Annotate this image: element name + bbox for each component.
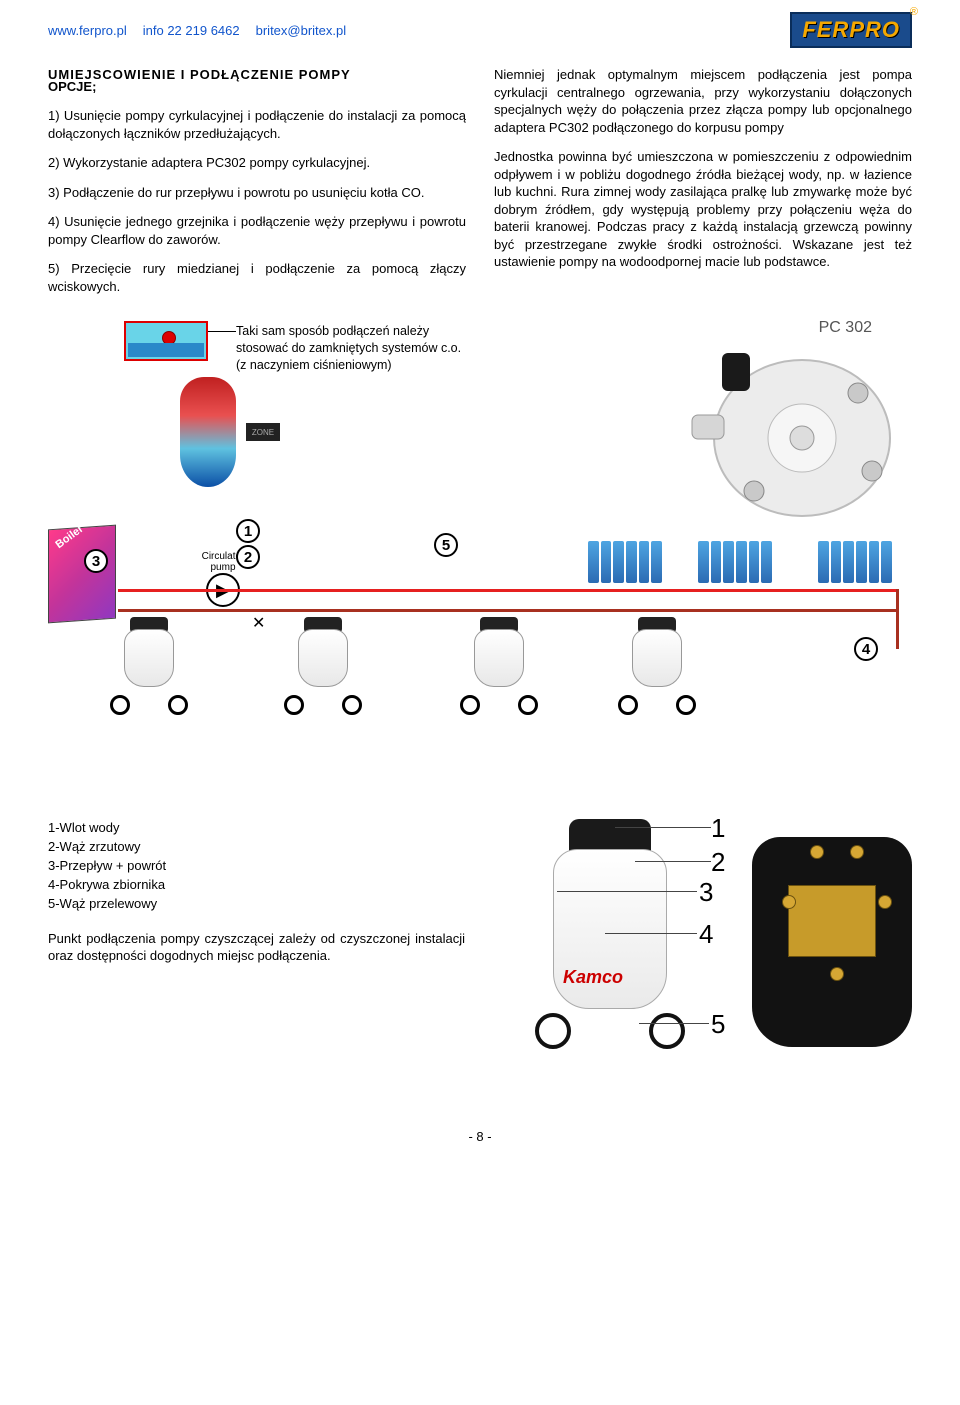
marker-1: 1 [236,519,260,543]
lower-right-diagram: Kamco 1 2 3 4 5 [495,819,912,1099]
marker-4: 4 [854,637,878,661]
radiator-3 [818,541,892,583]
pipe-drop [896,589,899,649]
diagram-note: Taki sam sposób podłączeń należy stosowa… [236,323,461,374]
page-number: - 8 - [48,1129,912,1144]
lead-1 [615,827,711,828]
header-site[interactable]: www.ferpro.pl [48,23,127,38]
logo-registered: ® [910,6,918,18]
note-line1: Taki sam sposób podłączeń należy [236,324,429,338]
text-columns: UMIEJSCOWIENIE I PODŁĄCZENIE POMPY OPCJE… [48,66,912,307]
kamco-logo: Kamco [563,967,623,988]
kamco-wheel-l [535,1013,571,1049]
lead-4 [605,933,697,934]
legend-1: 1-Wlot wody [48,819,465,838]
system-diagram: Taki sam sposób podłączeń należy stosowa… [48,319,912,789]
num-4: 4 [699,919,713,950]
legend-3: 3-Przepływ + powrót [48,857,465,876]
marker-2: 2 [236,545,260,569]
radiator-1 [588,541,662,583]
back-plate [788,885,876,957]
page-header: www.ferpro.pl info 22 219 6462 britex@br… [48,12,912,48]
brand-logo: FERPRO ® [790,12,912,48]
hot-water-vessel [180,377,236,487]
lead-5 [639,1023,709,1024]
pump-unit-1 [110,625,188,715]
port-5 [830,967,844,981]
num-3: 3 [699,877,713,908]
legend-2: 2-Wąż zrzutowy [48,838,465,857]
option-2: 2) Wykorzystanie adaptera PC302 pompy cy… [48,154,466,172]
lead-3 [557,891,697,892]
marker-5: 5 [434,533,458,557]
port-2 [850,845,864,859]
option-4: 4) Usunięcie jednego grzejnika i podłącz… [48,213,466,248]
tank-float [162,331,176,345]
pipe-flow [118,589,898,592]
option-3: 3) Podłączenie do rur przepływu i powrot… [48,184,466,202]
pump-unit-3 [460,625,538,715]
expansion-tank [124,321,208,361]
pump-unit-4 [618,625,696,715]
logo-text: FERPRO [802,17,900,43]
radiator-2 [698,541,772,583]
lead-2 [635,861,711,862]
option-5: 5) Przecięcie rury miedzianej i podłącze… [48,260,466,295]
note-line2: stosować do zamkniętych systemów c.o. [236,341,461,355]
port-1 [810,845,824,859]
note-line3: (z naczyniem ciśnieniowym) [236,358,392,372]
legend-5: 5-Wąż przelewowy [48,895,465,914]
lower-left: 1-Wlot wody 2-Wąż zrzutowy 3-Przepływ + … [48,819,465,1099]
kamco-front: Kamco [535,819,685,1049]
callout-line [208,331,236,332]
num-2: 2 [711,847,725,878]
left-column: UMIEJSCOWIENIE I PODŁĄCZENIE POMPY OPCJE… [48,66,466,307]
port-3b [878,895,892,909]
right-para-1: Niemniej jednak optymalnym miejscem podł… [494,66,912,136]
header-email[interactable]: britex@britex.pl [256,23,347,38]
header-left: www.ferpro.pl info 22 219 6462 britex@br… [48,23,346,38]
zone-valve: ZONE [246,423,280,441]
pc302-image [682,343,912,523]
legend-desc: Punkt podłączenia pompy czyszczącej zale… [48,930,465,965]
valve-icon: ✕ [252,613,265,633]
pump-unit-2 [284,625,362,715]
option-1: 1) Usunięcie pompy cyrkulacyjnej i podłą… [48,107,466,142]
header-phone: info 22 219 6462 [143,23,240,38]
parts-legend: 1-Wlot wody 2-Wąż zrzutowy 3-Przepływ + … [48,819,465,913]
num-1: 1 [711,813,725,844]
right-column: Niemniej jednak optymalnym miejscem podł… [494,66,912,307]
num-5: 5 [711,1009,725,1040]
lower-section: 1-Wlot wody 2-Wąż zrzutowy 3-Przepływ + … [48,819,912,1099]
kamco-back [752,837,912,1047]
pipe-return [118,609,898,612]
pc302-label: PC 302 [819,319,872,337]
kamco-wheel-r [649,1013,685,1049]
right-para-2: Jednostka powinna być umieszczona w pomi… [494,148,912,271]
legend-4: 4-Pokrywa zbiornika [48,876,465,895]
